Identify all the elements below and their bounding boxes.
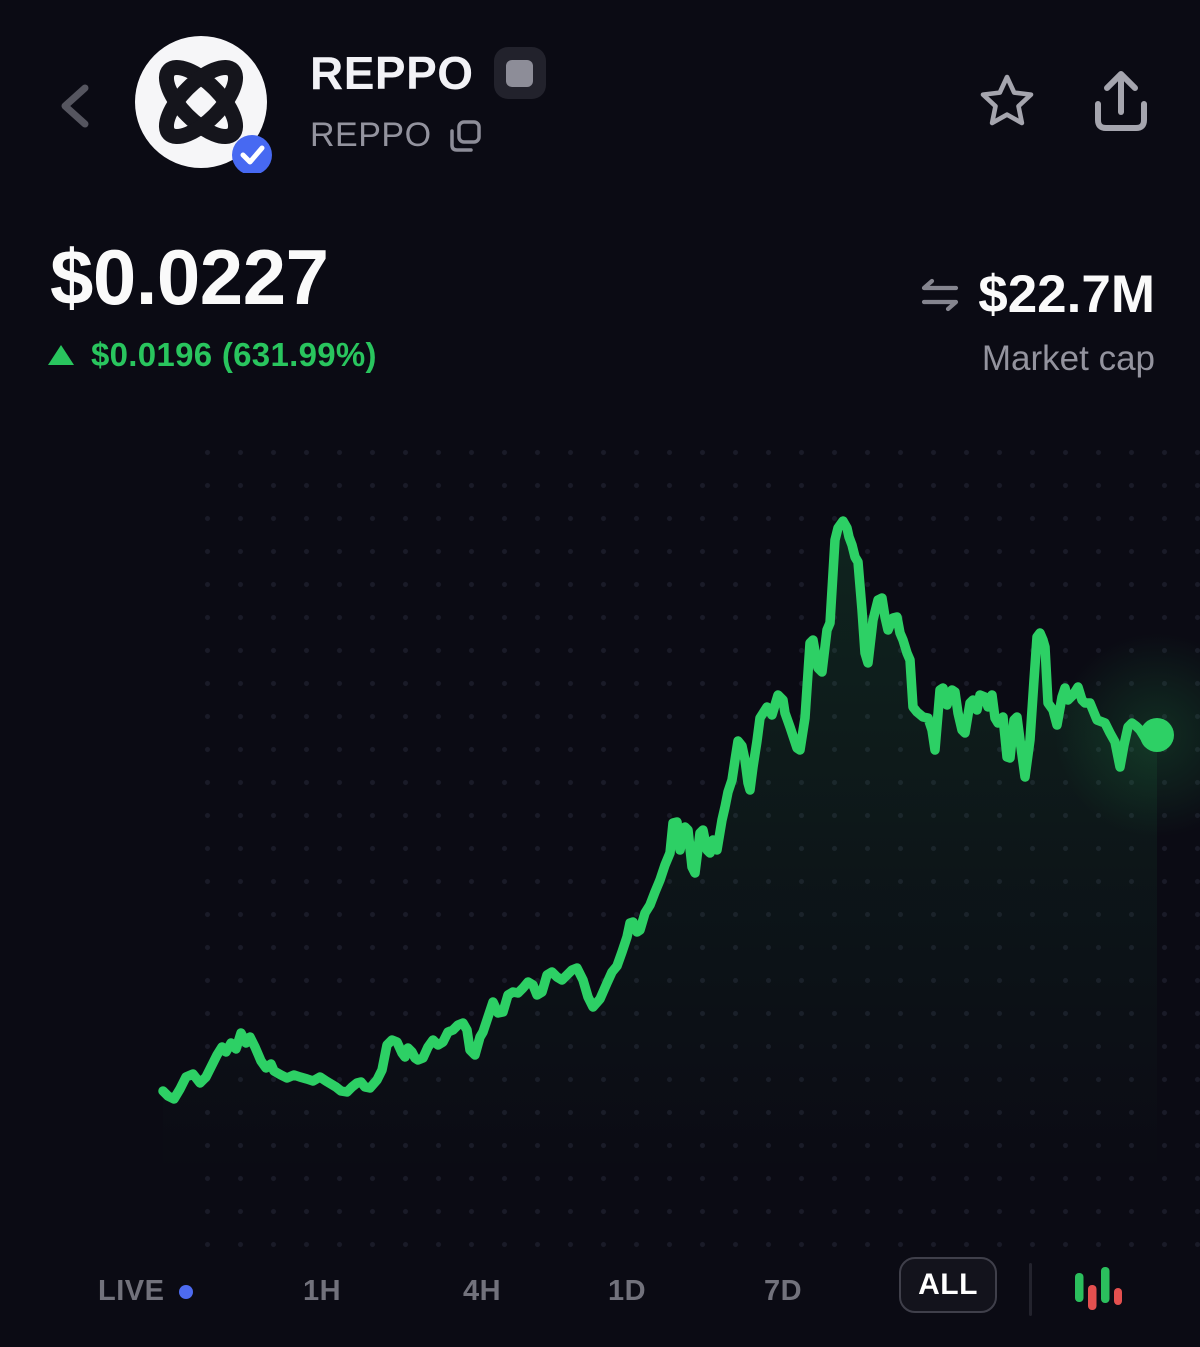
tab-1d[interactable]: 1D <box>607 1275 647 1307</box>
candlestick-icon <box>1075 1267 1122 1310</box>
candlestick-chart-toggle[interactable] <box>1072 1264 1130 1314</box>
token-name: REPPO <box>310 47 474 99</box>
token-tag-icon[interactable] <box>493 47 546 99</box>
price-change-row: $0.0196 (631.99%) <box>48 336 377 374</box>
market-cap-block: $22.7M Market cap <box>920 264 1155 379</box>
end-dot <box>1140 718 1174 752</box>
share-icon <box>1095 71 1147 131</box>
copy-icon[interactable] <box>448 119 484 153</box>
tab-7d[interactable]: 7D <box>763 1275 803 1307</box>
timebar-divider <box>1029 1263 1032 1316</box>
back-button[interactable] <box>52 78 100 134</box>
live-indicator-dot <box>179 1284 194 1299</box>
token-logo-knot-icon <box>135 36 272 175</box>
favorite-button[interactable] <box>974 68 1040 134</box>
tab-all-selected[interactable]: ALL <box>899 1257 997 1313</box>
up-triangle-icon <box>48 345 74 365</box>
swap-arrows-icon[interactable] <box>920 275 960 315</box>
tab-all-label: ALL <box>918 1268 978 1301</box>
share-button[interactable] <box>1088 68 1154 134</box>
star-icon <box>980 74 1034 126</box>
verified-badge-icon <box>232 135 272 175</box>
tab-live-label: LIVE <box>98 1275 165 1307</box>
market-cap-label: Market cap <box>981 339 1155 378</box>
market-cap-value: $22.7M <box>978 265 1155 324</box>
price-change-text: $0.0196 (631.99%) <box>91 336 377 373</box>
timeframe-bar: LIVE 1H 4H 1D 7D ALL <box>0 1252 1200 1328</box>
tab-4h[interactable]: 4H <box>462 1275 502 1307</box>
tab-live[interactable]: LIVE <box>98 1275 194 1308</box>
tab-1h[interactable]: 1H <box>302 1275 342 1307</box>
token-symbol: REPPO <box>310 116 432 154</box>
price-value: $0.0227 <box>50 233 329 321</box>
price-line <box>158 516 1162 1104</box>
token-logo <box>130 31 272 175</box>
